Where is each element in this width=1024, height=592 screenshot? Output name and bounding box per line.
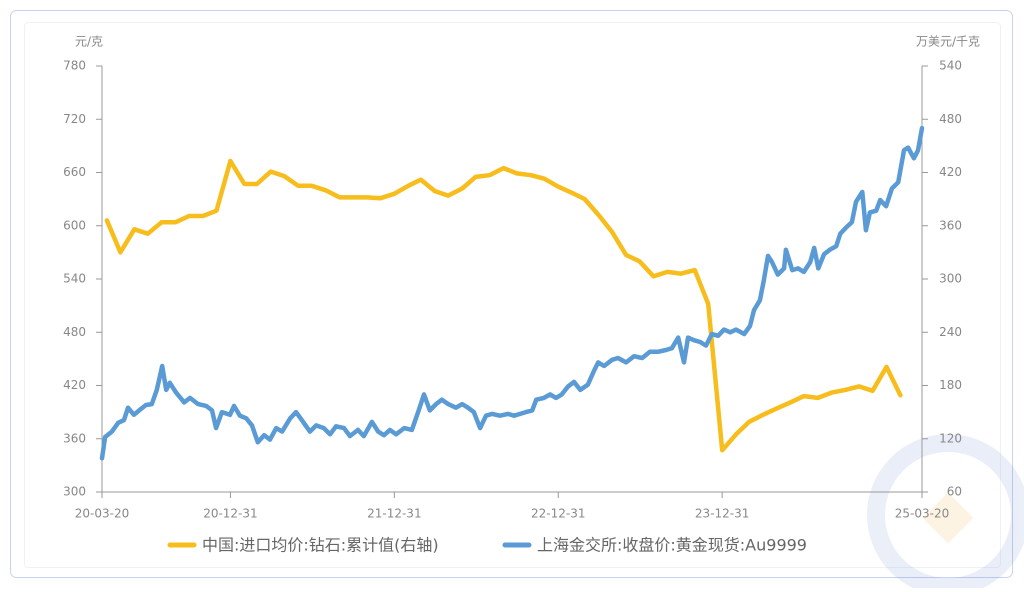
y-tick-label: 480 (63, 325, 86, 339)
y2-axis-unit: 万美元/千克 (916, 35, 980, 49)
y-tick-label: 780 (63, 59, 86, 73)
y2-tick-label: 120 (939, 431, 962, 445)
x-tick-label: 20-03-20 (75, 507, 129, 521)
y-axis-unit: 元/克 (75, 35, 103, 49)
series-line (104, 158, 903, 453)
legend-label: 中国:进口均价:钻石:累计值(右轴) (202, 536, 439, 555)
y2-tick-label: 300 (939, 272, 962, 286)
y2-tick-label: 480 (939, 112, 962, 126)
y-tick-label: 420 (63, 378, 86, 392)
y-tick-label: 540 (63, 272, 86, 286)
y-tick-label: 600 (63, 218, 86, 232)
y2-tick-label: 360 (939, 218, 962, 232)
y2-tick-label: 60 (947, 485, 962, 499)
y-tick-label: 720 (63, 112, 86, 126)
x-tick-label: 21-12-31 (367, 507, 421, 521)
y-tick-label: 660 (63, 165, 86, 179)
y2-tick-label: 180 (939, 378, 962, 392)
series-line (99, 125, 925, 461)
y-tick-label: 360 (63, 431, 86, 445)
inner-border (24, 22, 1001, 568)
x-tick-label: 25-03-20 (895, 507, 949, 521)
watermark (867, 434, 1024, 592)
legend-label: 上海金交所:收盘价:黄金现货:Au9999 (537, 536, 807, 555)
y2-tick-label: 420 (939, 165, 962, 179)
y2-tick-label: 540 (939, 59, 962, 73)
x-tick-label: 20-12-31 (203, 507, 257, 521)
x-tick-label: 23-12-31 (695, 507, 749, 521)
x-tick-label: 22-12-31 (531, 507, 585, 521)
y2-tick-label: 240 (939, 325, 962, 339)
y-tick-label: 300 (63, 485, 86, 499)
